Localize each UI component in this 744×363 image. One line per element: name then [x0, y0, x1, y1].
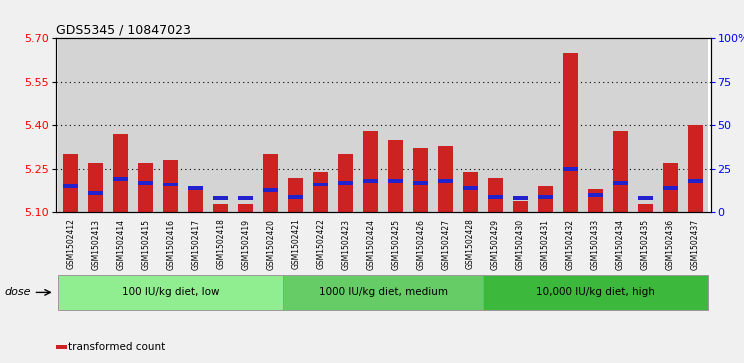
Bar	[663, 186, 678, 190]
Bar	[183, 38, 208, 212]
Bar	[513, 201, 528, 212]
Bar	[413, 148, 428, 212]
Bar	[109, 38, 133, 212]
Bar	[133, 38, 158, 212]
Bar	[463, 186, 478, 190]
FancyBboxPatch shape	[283, 275, 483, 310]
Bar	[638, 196, 653, 200]
Bar	[163, 160, 179, 212]
Bar	[683, 38, 708, 212]
Bar	[238, 196, 253, 200]
Bar	[288, 195, 304, 199]
Bar	[488, 178, 503, 212]
Bar	[363, 179, 378, 183]
Bar	[408, 38, 433, 212]
Bar	[383, 38, 408, 212]
Bar	[339, 181, 353, 185]
Bar	[188, 186, 203, 212]
Bar	[339, 154, 353, 212]
Bar	[558, 38, 583, 212]
Bar	[363, 131, 378, 212]
Bar	[113, 134, 128, 212]
Bar	[588, 193, 603, 197]
Bar	[413, 181, 428, 185]
Text: transformed count: transformed count	[68, 342, 165, 352]
Bar	[613, 131, 628, 212]
Bar	[208, 38, 233, 212]
Bar	[563, 167, 578, 171]
Bar	[388, 179, 403, 183]
Bar	[638, 204, 653, 212]
Bar	[438, 146, 453, 212]
Text: 1000 IU/kg diet, medium: 1000 IU/kg diet, medium	[318, 287, 448, 297]
Bar	[58, 38, 83, 212]
Bar	[533, 38, 558, 212]
Bar	[663, 163, 678, 212]
Bar	[538, 186, 553, 212]
Bar	[483, 38, 508, 212]
FancyBboxPatch shape	[58, 275, 283, 310]
Bar	[258, 38, 283, 212]
Bar	[263, 154, 278, 212]
FancyBboxPatch shape	[483, 275, 708, 310]
Bar	[89, 163, 103, 212]
Bar	[458, 38, 483, 212]
Bar	[238, 204, 253, 212]
Bar	[358, 38, 383, 212]
Bar	[563, 53, 578, 212]
Bar	[433, 38, 458, 212]
Bar	[333, 38, 358, 212]
Bar	[463, 172, 478, 212]
Text: dose: dose	[4, 287, 31, 297]
Bar	[263, 188, 278, 192]
Bar	[588, 189, 603, 212]
Text: 100 IU/kg diet, low: 100 IU/kg diet, low	[122, 287, 219, 297]
Text: GDS5345 / 10847023: GDS5345 / 10847023	[56, 24, 190, 37]
Bar	[113, 178, 128, 181]
Bar	[56, 345, 67, 349]
Bar	[688, 179, 703, 183]
Bar	[438, 179, 453, 183]
Bar	[138, 181, 153, 185]
Bar	[313, 183, 328, 186]
Bar	[583, 38, 608, 212]
Bar	[513, 196, 528, 200]
Bar	[608, 38, 633, 212]
Bar	[63, 184, 78, 188]
Bar	[658, 38, 683, 212]
Bar	[388, 140, 403, 212]
Bar	[89, 191, 103, 195]
Bar	[233, 38, 258, 212]
Bar	[158, 38, 183, 212]
Bar	[63, 154, 78, 212]
Bar	[488, 195, 503, 199]
Bar	[508, 38, 533, 212]
Bar	[313, 172, 328, 212]
Bar	[308, 38, 333, 212]
Bar	[138, 163, 153, 212]
Bar	[283, 38, 308, 212]
Bar	[288, 178, 304, 212]
Bar	[633, 38, 658, 212]
Bar	[188, 186, 203, 190]
Bar	[688, 125, 703, 212]
Text: 10,000 IU/kg diet, high: 10,000 IU/kg diet, high	[536, 287, 655, 297]
Bar	[214, 196, 228, 200]
Bar	[613, 181, 628, 185]
Bar	[163, 183, 179, 186]
Bar	[538, 195, 553, 199]
Bar	[83, 38, 109, 212]
Bar	[214, 204, 228, 212]
